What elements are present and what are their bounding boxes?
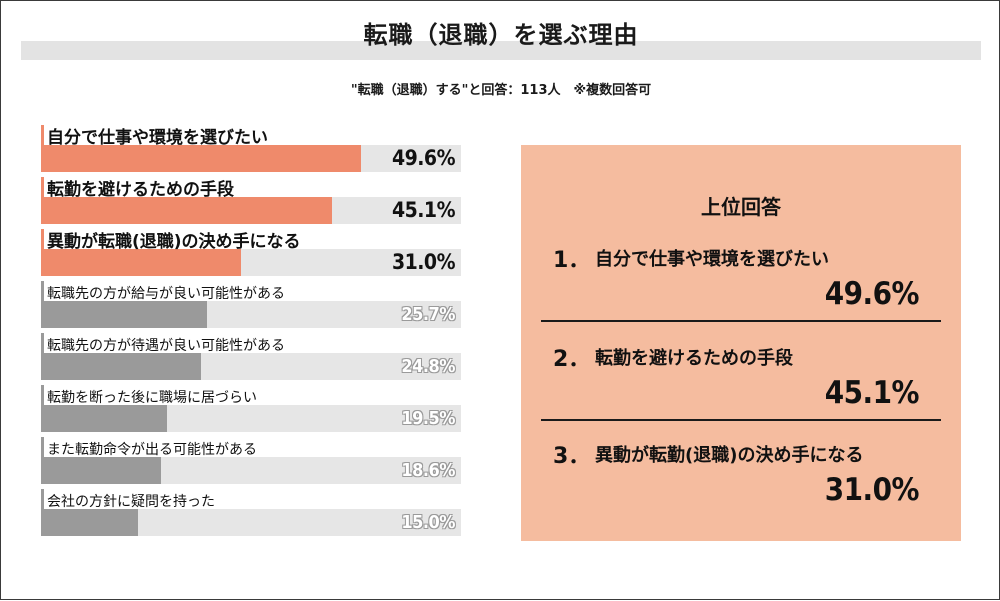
bar: [41, 405, 167, 432]
bar-accent-line: [41, 385, 44, 405]
value-label: 18.6%: [401, 460, 455, 481]
value-label: 25.7%: [401, 304, 455, 325]
bar-accent-line: [41, 437, 44, 457]
rank-text: 転勤を避けるための手段: [595, 348, 793, 369]
value-label: 24.8%: [401, 356, 455, 377]
rank-value: 31.0%: [824, 472, 920, 508]
category-label: 転職先の方が給与が良い可能性がある: [47, 286, 285, 302]
chart-title: 転職（退職）を選ぶ理由: [363, 21, 639, 49]
rank-divider: [541, 419, 941, 421]
rank-number: 2．: [553, 347, 591, 372]
rank-text: 異動が転勤(退職)の決め手になる: [595, 445, 864, 466]
bar: [41, 353, 201, 380]
category-label: 自分で仕事や環境を選びたい: [47, 128, 268, 148]
rank-value: 45.1%: [824, 375, 920, 411]
category-label: 転職先の方が待遇が良い可能性がある: [47, 338, 285, 354]
chart-subtitle: "転職（退職）する"と回答：113人 ※複数回答可: [350, 83, 652, 98]
bar-accent-line: [41, 229, 44, 249]
category-label: また転勤命令が出る可能性がある: [47, 442, 257, 458]
value-label: 45.1%: [391, 198, 456, 222]
category-label: 異動が転職(退職)の決め手になる: [47, 232, 301, 252]
bar: [41, 197, 332, 224]
bar: [41, 457, 161, 484]
value-label: 49.6%: [391, 146, 456, 170]
bar-accent-line: [41, 489, 44, 509]
category-label: 転勤を避けるための手段: [47, 180, 234, 200]
category-label: 会社の方針に疑問を持った: [47, 494, 215, 510]
top-answers-heading: 上位回答: [701, 195, 781, 219]
rank-value: 49.6%: [824, 276, 920, 312]
bar: [41, 249, 241, 276]
value-label: 19.5%: [401, 408, 455, 429]
bar: [41, 145, 361, 172]
bar: [41, 301, 207, 328]
bar-accent-line: [41, 177, 44, 197]
title-band: [21, 41, 981, 60]
rank-text: 自分で仕事や環境を選びたい: [595, 249, 829, 270]
value-label: 31.0%: [391, 250, 456, 274]
value-label: 15.0%: [401, 512, 455, 533]
rank-divider: [541, 320, 941, 322]
bar-accent-line: [41, 333, 44, 353]
top-answers-panel: 上位回答 1． 自分で仕事や環境を選びたい 49.6% 2． 転勤を避けるための…: [521, 145, 961, 541]
bar: [41, 509, 138, 536]
category-label: 転勤を断った後に職場に居づらい: [47, 390, 257, 406]
bar-accent-line: [41, 125, 44, 145]
bar-accent-line: [41, 281, 44, 301]
rank-number: 3．: [553, 444, 591, 469]
bar-chart: 自分で仕事や環境を選びたい 49.6% 転勤を避けるための手段 45.1% 異動が転職(…: [1, 1, 471, 601]
rank-number: 1．: [553, 248, 591, 273]
